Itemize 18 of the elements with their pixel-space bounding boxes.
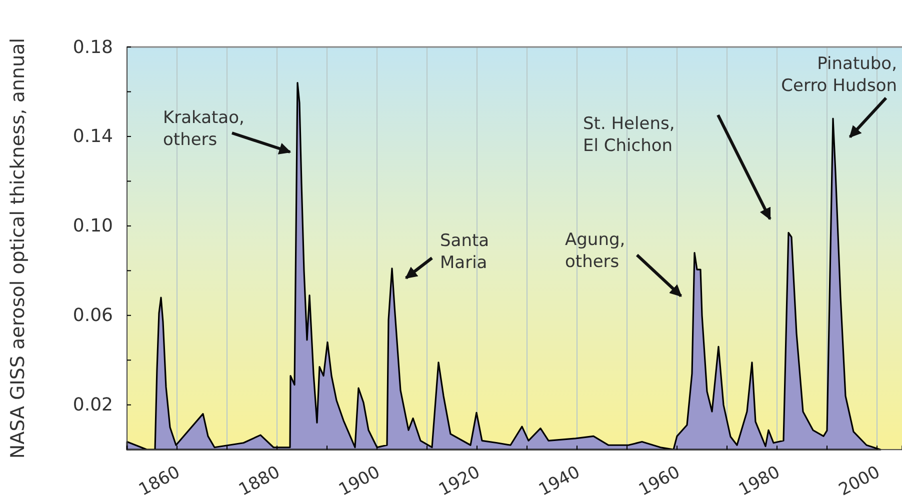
x-tick-label: 1940 <box>536 462 584 500</box>
x-tick-label: 1860 <box>136 462 184 500</box>
annotation: Agung, others <box>565 230 626 272</box>
x-tick-label: 1960 <box>636 462 684 500</box>
y-tick-label: 0.06 <box>72 305 113 326</box>
annotation: Santa Maria <box>440 231 490 274</box>
y-tick-label: 0.18 <box>72 36 113 58</box>
y-tick-label: 0.10 <box>72 216 113 237</box>
x-tick-label: 1900 <box>336 462 384 500</box>
y-tick-label: 0.14 <box>72 126 113 148</box>
annotation: Pinatubo, Cerro Hudson <box>781 54 897 96</box>
y-tick-label: 0.02 <box>72 394 113 416</box>
y-axis-title: NASA GISS aerosol optical thickness, annual <box>7 38 29 459</box>
annotation: St. Helens, El Chichon <box>583 114 675 156</box>
x-tick-label: 1880 <box>236 462 284 500</box>
annotation: Krakatao, others <box>163 108 244 150</box>
x-tick-label: 1920 <box>436 462 484 500</box>
x-tick-label: 1980 <box>736 462 784 500</box>
